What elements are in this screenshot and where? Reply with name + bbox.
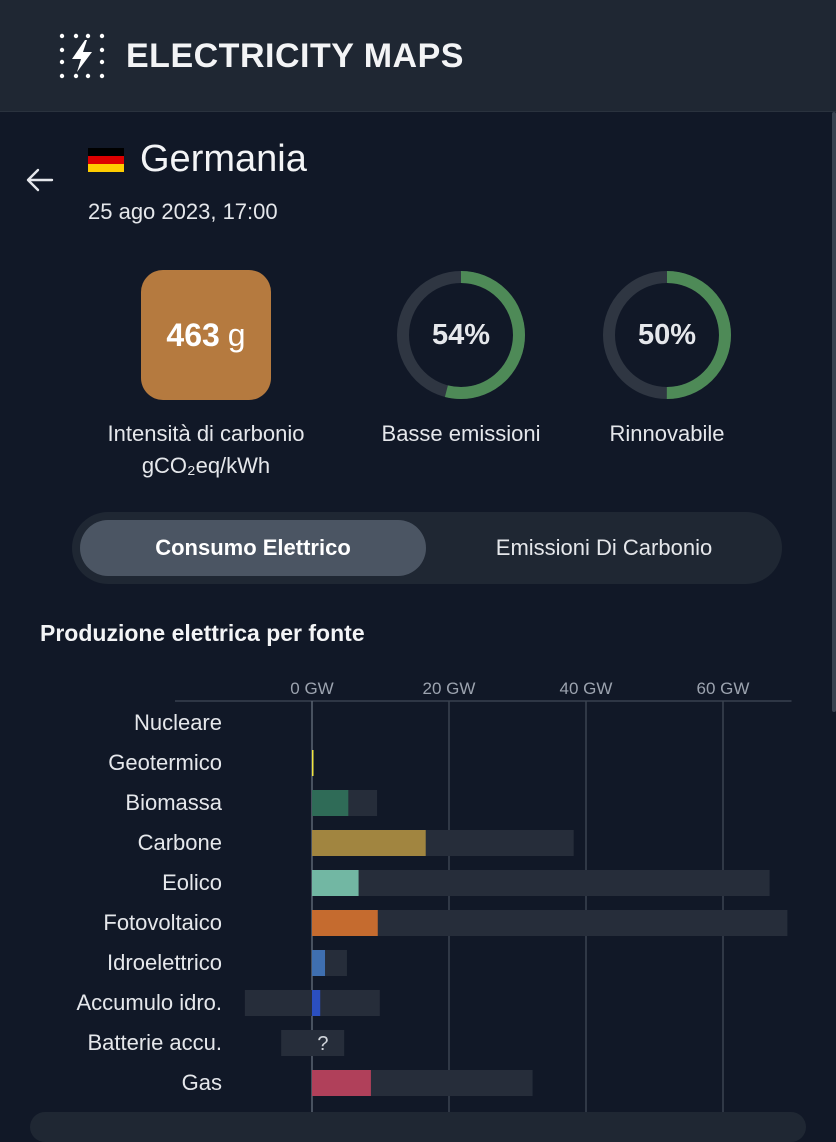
carbon-intensity-label-line2: gCO₂eq/kWh [141, 453, 271, 478]
toggle-consumption[interactable]: Consumo Elettrico [80, 520, 426, 576]
zone-name: Germania [140, 138, 307, 180]
production-bar [312, 1070, 371, 1096]
carbon-intensity-value: 463 [166, 316, 220, 353]
production-bar [312, 910, 378, 936]
production-bar [312, 830, 426, 856]
low-carbon-label: Basse emissioni [381, 421, 541, 446]
production-bar [312, 750, 314, 776]
category-label: Geotermico [108, 750, 222, 775]
category-label: Batterie accu. [87, 1030, 222, 1055]
low-carbon-value: 54% [431, 318, 491, 351]
low-carbon-ring [397, 271, 525, 399]
brand-title[interactable]: ELECTRICITY MAPS [126, 37, 464, 75]
lightning-dots-icon[interactable] [56, 30, 108, 82]
production-bar [312, 990, 321, 1016]
zone-datetime: 25 ago 2023, 17:00 [88, 199, 278, 224]
category-label: Idroelettrico [107, 950, 222, 975]
carbon-intensity-label-line1: Intensità di carbonio [107, 421, 305, 446]
category-label: Carbone [138, 830, 222, 855]
production-bar [312, 870, 359, 896]
x-tick-label: 0 GW [290, 679, 333, 698]
bottom-panel-edge [30, 1112, 806, 1142]
unknown-value-marker: ? [317, 1033, 328, 1055]
category-label: Fotovoltaico [103, 910, 222, 935]
carbon-intensity-label: Intensità di carbonio gCO₂eq/kWh [86, 418, 326, 482]
category-label: Eolico [162, 870, 222, 895]
x-tick-label: 20 GW [423, 679, 476, 698]
renewable-label: Rinnovabile [609, 421, 725, 446]
toggle-emissions[interactable]: Emissioni Di Carbonio [495, 535, 713, 560]
category-label: Gas [182, 1070, 222, 1095]
consumption-emissions-toggle: Consumo Elettrico Emissioni Di Carbonio [72, 512, 782, 584]
production-bar [312, 950, 326, 976]
production-by-source-chart: 0 GW 20 GW 40 GW 60 GW Nucleare Geotermico Bio… [76, 679, 792, 1124]
renewable-ring [603, 271, 731, 399]
section-title: Produzione elettrica per fonte [40, 620, 365, 646]
x-tick-label: 40 GW [560, 679, 613, 698]
carbon-intensity-square: 463 g [141, 270, 271, 400]
capacity-bar [312, 870, 770, 896]
x-tick-label: 60 GW [697, 679, 750, 698]
back-arrow-icon[interactable] [24, 164, 56, 196]
carbon-intensity-unit: g [227, 316, 246, 353]
renewable-value: 50% [637, 318, 697, 351]
app-header: ELECTRICITY MAPS [0, 0, 836, 112]
production-bar [312, 790, 349, 816]
germany-flag-icon [88, 148, 124, 172]
capacity-bar [312, 910, 788, 936]
category-label: Biomassa [125, 790, 222, 815]
capacity-bar [281, 1030, 345, 1056]
category-label: Nucleare [134, 710, 222, 735]
scrollbar-thumb[interactable] [832, 112, 836, 712]
category-label: Accumulo idro. [76, 990, 222, 1015]
